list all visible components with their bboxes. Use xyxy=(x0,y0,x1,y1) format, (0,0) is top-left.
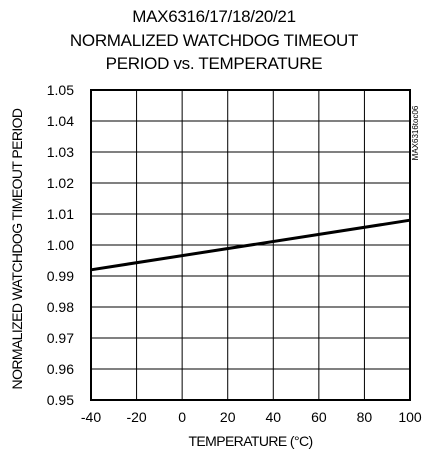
x-tick-label: -40 xyxy=(81,409,101,425)
x-tick-label: 0 xyxy=(178,409,186,425)
y-tick-label: 0.99 xyxy=(47,268,74,284)
y-tick-label: 0.97 xyxy=(47,330,74,346)
x-tick-label: 100 xyxy=(398,409,422,425)
figure-code-label: MAX6316toc06 xyxy=(411,105,420,160)
x-tick-label: -20 xyxy=(126,409,146,425)
y-tick-label: 0.98 xyxy=(47,299,74,315)
y-tick-label: 1.00 xyxy=(47,237,74,253)
x-tick-label: 20 xyxy=(220,409,236,425)
y-tick-label: 1.03 xyxy=(47,144,74,160)
y-tick-label: 1.01 xyxy=(47,206,74,222)
y-tick-labels: 0.95 0.96 0.97 0.98 0.99 1.00 1.01 1.02 1.03 1.04… xyxy=(47,82,74,408)
plot-frame xyxy=(90,89,411,401)
x-tick-labels: -40 -20 0 20 40 60 80 100 xyxy=(81,409,422,425)
y-axis-label: NORMALIZED WATCHDOG TIMEOUT PERIOD xyxy=(9,108,25,389)
x-tick-label: 60 xyxy=(311,409,327,425)
x-tick-label: 80 xyxy=(357,409,373,425)
chart-title-line-1: MAX6316/17/18/20/21 xyxy=(132,7,296,26)
chart-title-line-2: NORMALIZED WATCHDOG TIMEOUT xyxy=(69,31,359,50)
x-tick-label: 40 xyxy=(265,409,281,425)
y-tick-label: 1.02 xyxy=(47,175,74,191)
chart-title-line-3: PERIOD vs. TEMPERATURE xyxy=(105,54,323,73)
series-line xyxy=(90,218,411,272)
grid-lines xyxy=(91,90,410,400)
x-axis-label: TEMPERATURE (°C) xyxy=(188,433,312,449)
series-layer xyxy=(90,218,411,272)
y-tick-label: 1.05 xyxy=(47,82,74,98)
y-tick-label: 0.95 xyxy=(47,392,74,408)
y-tick-label: 1.04 xyxy=(47,113,74,129)
y-tick-label: 0.96 xyxy=(47,361,74,377)
